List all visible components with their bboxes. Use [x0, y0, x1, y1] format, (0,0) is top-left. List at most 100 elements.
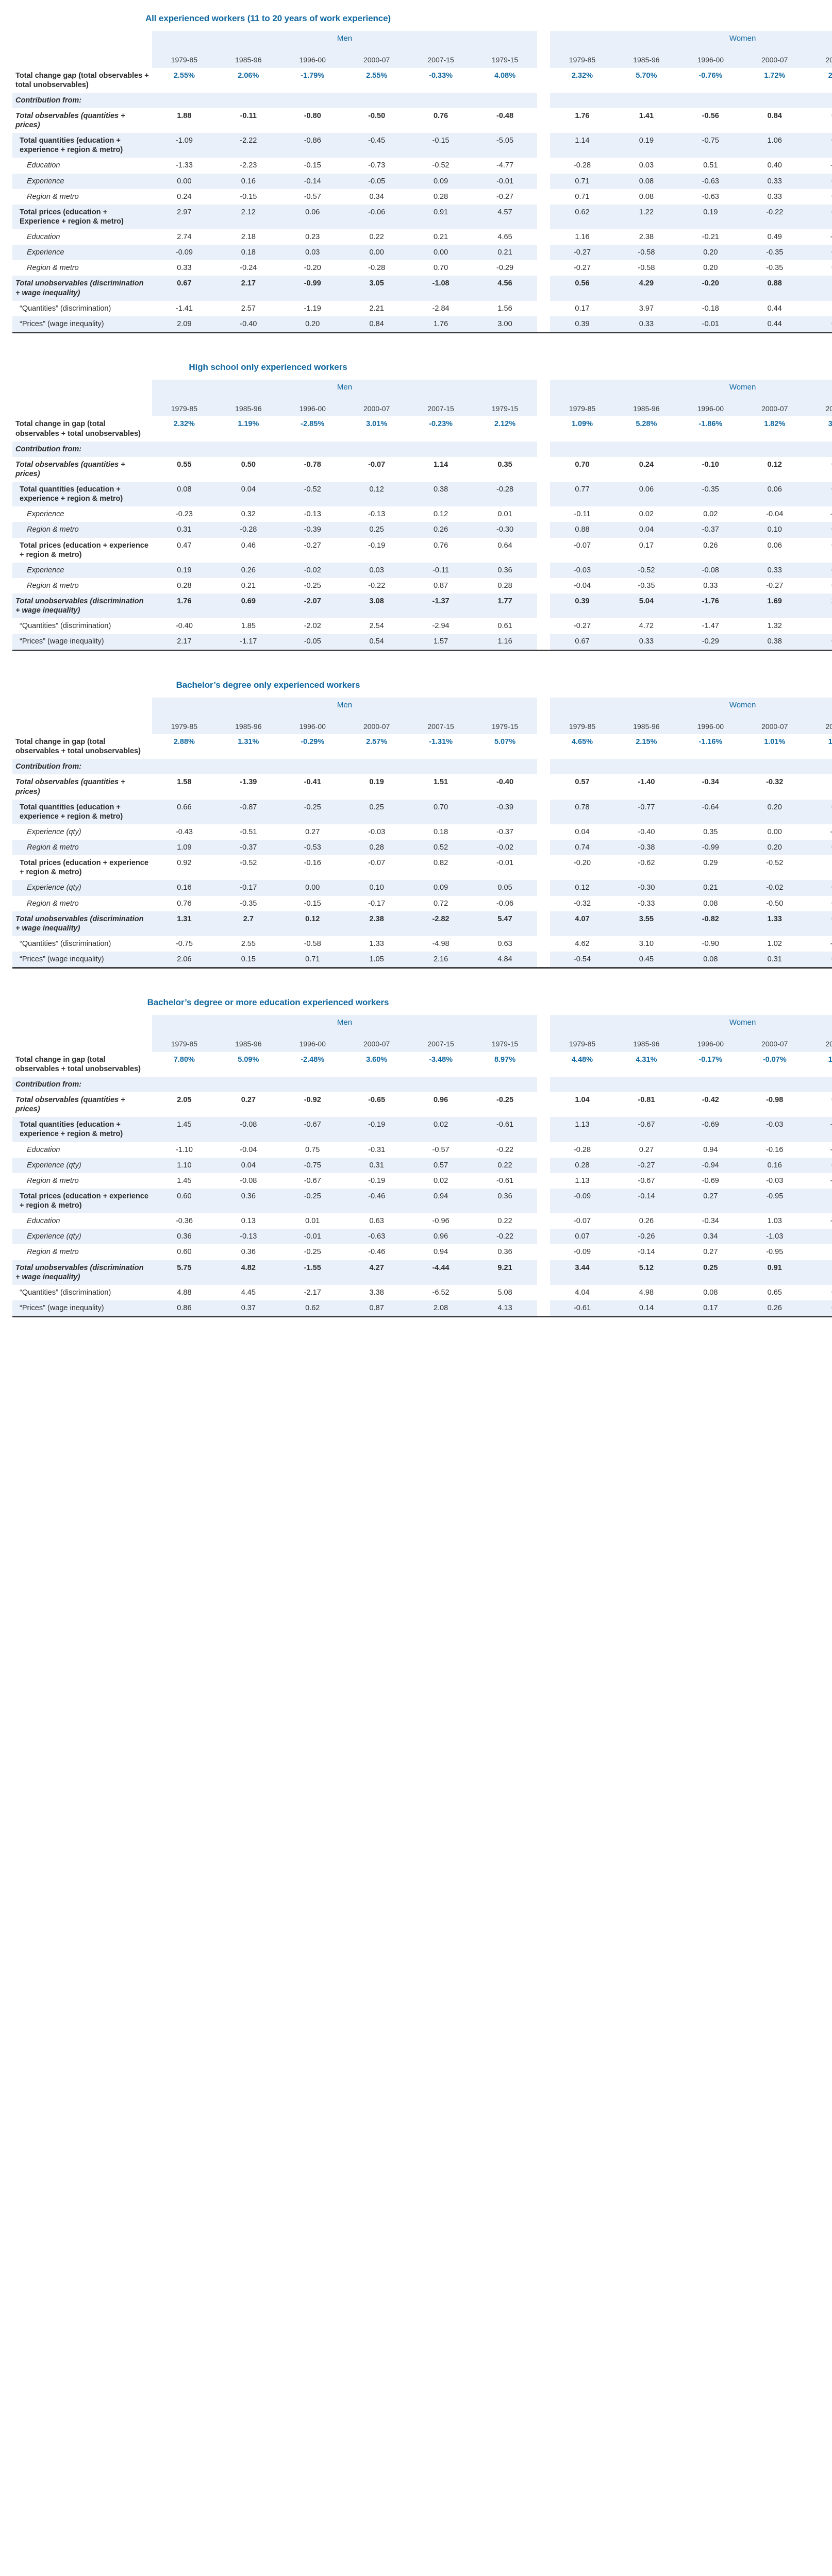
table-row: Total quantities (education + experience… [12, 482, 832, 507]
cell-men-2: 4.82 [216, 1260, 281, 1285]
cell-women-2 [614, 759, 679, 775]
cell-men-5: -3.48% [408, 1052, 473, 1077]
cell-men-3 [280, 1076, 345, 1092]
cell-women-5: 1.91% [806, 1052, 832, 1077]
cell-women-2: 0.33 [614, 316, 679, 333]
cell-women-3: -0.01 [678, 316, 743, 333]
cell-women-3: 0.21 [678, 880, 743, 896]
cell-women-4: -0.50 [742, 895, 807, 911]
row-label: Region & metro [12, 578, 153, 594]
cell-men-1: 1.10 [152, 1157, 217, 1173]
cell-men-4: 0.22 [344, 229, 409, 245]
group-spacer [537, 173, 551, 189]
cell-men-4: 2.55% [344, 67, 409, 93]
table-row: Total observables (quantities + prices) 1… [12, 774, 832, 800]
cell-women-1: 3.44 [550, 1260, 614, 1285]
cell-men-2: 0.36 [216, 1244, 281, 1260]
cell-women-1: -0.28 [550, 158, 614, 174]
cell-women-4: 1.32 [742, 618, 807, 634]
cell-women-2: 3.97 [614, 300, 679, 316]
cell-men-2 [216, 759, 281, 775]
cell-men-6: -0.02 [473, 840, 537, 856]
row-label: “Quantities” (discrimination) [12, 300, 153, 316]
cell-men-2: 0.04 [216, 1157, 281, 1173]
group-spacer [537, 456, 551, 482]
cell-women-4: 0.49 [742, 229, 807, 245]
cell-men-1: 7.80% [152, 1052, 217, 1077]
cell-women-3: 0.29 [678, 855, 743, 880]
cell-women-2: -0.81 [614, 1092, 679, 1117]
cell-men-2: -0.52 [216, 855, 281, 880]
table-row: Education 2.74 2.18 0.23 0.22 0.21 4.65 1.16 2.3… [12, 229, 832, 245]
row-label: Education [12, 158, 153, 174]
cell-women-2: -0.40 [614, 824, 679, 840]
row-label: Total unobservables (discrimination + wa… [12, 594, 153, 619]
cell-men-1: 0.55 [152, 456, 217, 482]
group-spacer [537, 880, 551, 896]
cell-men-3: -0.75 [280, 1157, 345, 1173]
cell-men-4: 0.63 [344, 1213, 409, 1229]
group-spacer [537, 379, 551, 401]
cell-men-6: 0.35 [473, 456, 537, 482]
cell-men-2: 2.57 [216, 300, 281, 316]
period-header-men-2: 1985-96 [216, 401, 281, 417]
cell-men-5: 0.82 [408, 855, 473, 880]
cell-women-2: 5.70% [614, 67, 679, 93]
table-row: Total quantities (education + experience… [12, 1117, 832, 1142]
cell-men-1: 2.17 [152, 634, 217, 651]
cell-women-4 [742, 441, 807, 457]
cell-women-3: 0.02 [678, 506, 743, 522]
cell-men-1: -0.40 [152, 618, 217, 634]
cell-men-3 [280, 441, 345, 457]
cell-women-3: 0.27 [678, 1188, 743, 1214]
group-spacer [537, 1052, 551, 1077]
cell-men-4: -0.13 [344, 506, 409, 522]
cell-men-5: 2.16 [408, 952, 473, 969]
cell-women-4: 1.01% [742, 734, 807, 759]
period-header-men-5: 2007-15 [408, 401, 473, 417]
cell-men-5: -4.44 [408, 1260, 473, 1285]
cell-men-4: -0.05 [344, 173, 409, 189]
cell-men-3: -1.79% [280, 67, 345, 93]
row-label: Total prices (education + experience + r… [12, 1188, 153, 1214]
period-header-women-1: 1979-85 [550, 719, 614, 734]
cell-men-1: 0.60 [152, 1188, 217, 1214]
cell-women-5: 0.32 [806, 1284, 832, 1300]
cell-men-2: 2.17 [216, 276, 281, 301]
cell-women-4: 1.02 [742, 936, 807, 952]
cell-women-1: -0.09 [550, 1244, 614, 1260]
row-label: Region & metro [12, 895, 153, 911]
cell-women-5: 0.75 [806, 108, 832, 133]
cell-men-3: -0.20 [280, 260, 345, 276]
cell-women-4: 0.84 [742, 108, 807, 133]
cell-men-5: 0.09 [408, 173, 473, 189]
cell-women-4: 0.65 [742, 1284, 807, 1300]
cell-men-1 [152, 759, 217, 775]
cell-women-1: 0.39 [550, 316, 614, 333]
cell-men-1 [152, 92, 217, 108]
cell-women-1: -0.09 [550, 1188, 614, 1214]
cell-men-1: -1.10 [152, 1142, 217, 1158]
cell-men-5: 0.87 [408, 578, 473, 594]
row-label-header [12, 53, 153, 68]
table-row: Education -1.33 -2.23 -0.15 -0.73 -0.52 -4.77-… [12, 158, 832, 174]
cell-men-4: 0.84 [344, 316, 409, 333]
cell-women-2: 0.17 [614, 537, 679, 563]
table-section-2: High school only experienced workers Men W… [0, 349, 832, 651]
period-header-men-6: 1979-15 [473, 1037, 537, 1052]
cell-men-4: 0.19 [344, 774, 409, 800]
cell-women-4: -0.27 [742, 578, 807, 594]
cell-women-2: 5.04 [614, 594, 679, 619]
cell-women-3: -0.20 [678, 276, 743, 301]
cell-men-5 [408, 441, 473, 457]
period-header-men-5: 2007-15 [408, 719, 473, 734]
cell-men-3: -0.53 [280, 840, 345, 856]
row-label: Experience (qty) [12, 1229, 153, 1245]
table-row: Region & metro 0.31 -0.28 -0.39 0.25 0.26 -0.3… [12, 522, 832, 538]
cell-men-2: 0.27 [216, 1092, 281, 1117]
row-label: Total unobservables (discrimination + wa… [12, 276, 153, 301]
cell-men-5: 0.70 [408, 260, 473, 276]
cell-men-3: -0.16 [280, 855, 345, 880]
row-label: Total quantities (education + experience… [12, 482, 153, 507]
cell-men-3: 0.27 [280, 824, 345, 840]
